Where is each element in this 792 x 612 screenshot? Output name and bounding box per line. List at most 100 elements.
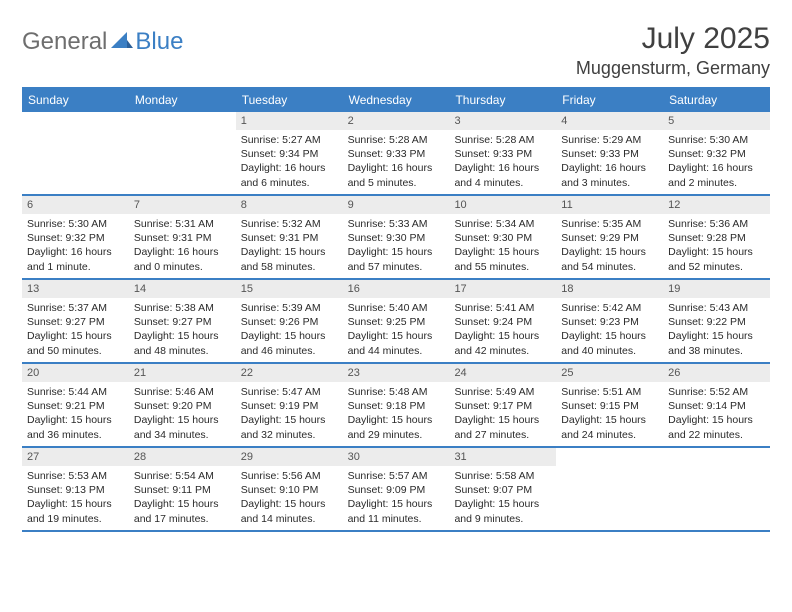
- day-number: 23: [343, 364, 450, 382]
- day-number: 17: [449, 280, 556, 298]
- day-details: Sunrise: 5:34 AMSunset: 9:30 PMDaylight:…: [449, 214, 556, 278]
- calendar-cell: 29Sunrise: 5:56 AMSunset: 9:10 PMDayligh…: [236, 448, 343, 530]
- day-details: Sunrise: 5:57 AMSunset: 9:09 PMDaylight:…: [343, 466, 450, 530]
- day-number: 14: [129, 280, 236, 298]
- calendar-row: 27Sunrise: 5:53 AMSunset: 9:13 PMDayligh…: [22, 448, 770, 532]
- calendar-cell: 1Sunrise: 5:27 AMSunset: 9:34 PMDaylight…: [236, 112, 343, 194]
- day-details: Sunrise: 5:56 AMSunset: 9:10 PMDaylight:…: [236, 466, 343, 530]
- calendar-cell: 4Sunrise: 5:29 AMSunset: 9:33 PMDaylight…: [556, 112, 663, 194]
- day-number: 5: [663, 112, 770, 130]
- header: General Blue July 2025 Muggensturm, Germ…: [22, 22, 770, 79]
- logo-sail-icon: [111, 30, 133, 55]
- day-details: Sunrise: 5:31 AMSunset: 9:31 PMDaylight:…: [129, 214, 236, 278]
- day-number: 9: [343, 196, 450, 214]
- day-number: 20: [22, 364, 129, 382]
- calendar-cell: 15Sunrise: 5:39 AMSunset: 9:26 PMDayligh…: [236, 280, 343, 362]
- day-details: Sunrise: 5:30 AMSunset: 9:32 PMDaylight:…: [663, 130, 770, 194]
- day-details: Sunrise: 5:49 AMSunset: 9:17 PMDaylight:…: [449, 382, 556, 446]
- calendar-cell: 9Sunrise: 5:33 AMSunset: 9:30 PMDaylight…: [343, 196, 450, 278]
- calendar-cell: 12Sunrise: 5:36 AMSunset: 9:28 PMDayligh…: [663, 196, 770, 278]
- day-details: Sunrise: 5:41 AMSunset: 9:24 PMDaylight:…: [449, 298, 556, 362]
- title-block: July 2025 Muggensturm, Germany: [576, 22, 770, 79]
- calendar-cell: 13Sunrise: 5:37 AMSunset: 9:27 PMDayligh…: [22, 280, 129, 362]
- day-details: Sunrise: 5:33 AMSunset: 9:30 PMDaylight:…: [343, 214, 450, 278]
- calendar-cell: 19Sunrise: 5:43 AMSunset: 9:22 PMDayligh…: [663, 280, 770, 362]
- day-details: Sunrise: 5:52 AMSunset: 9:14 PMDaylight:…: [663, 382, 770, 446]
- logo-part2: Blue: [135, 28, 183, 56]
- calendar-cell: 11Sunrise: 5:35 AMSunset: 9:29 PMDayligh…: [556, 196, 663, 278]
- calendar-cell: 5Sunrise: 5:30 AMSunset: 9:32 PMDaylight…: [663, 112, 770, 194]
- calendar-cell: 3Sunrise: 5:28 AMSunset: 9:33 PMDaylight…: [449, 112, 556, 194]
- day-number: 3: [449, 112, 556, 130]
- day-details: Sunrise: 5:44 AMSunset: 9:21 PMDaylight:…: [22, 382, 129, 446]
- day-number: 19: [663, 280, 770, 298]
- calendar-cell: 10Sunrise: 5:34 AMSunset: 9:30 PMDayligh…: [449, 196, 556, 278]
- calendar-cell: 21Sunrise: 5:46 AMSunset: 9:20 PMDayligh…: [129, 364, 236, 446]
- calendar-row: 13Sunrise: 5:37 AMSunset: 9:27 PMDayligh…: [22, 280, 770, 364]
- page-title: July 2025: [576, 22, 770, 56]
- calendar-cell: 25Sunrise: 5:51 AMSunset: 9:15 PMDayligh…: [556, 364, 663, 446]
- day-details: Sunrise: 5:39 AMSunset: 9:26 PMDaylight:…: [236, 298, 343, 362]
- weekday-monday: Monday: [129, 89, 236, 112]
- day-details: Sunrise: 5:30 AMSunset: 9:32 PMDaylight:…: [22, 214, 129, 278]
- calendar-cell: [22, 112, 129, 194]
- calendar-cell: 28Sunrise: 5:54 AMSunset: 9:11 PMDayligh…: [129, 448, 236, 530]
- logo-part1: General: [22, 28, 107, 56]
- calendar-cell: 16Sunrise: 5:40 AMSunset: 9:25 PMDayligh…: [343, 280, 450, 362]
- calendar-cell: [556, 448, 663, 530]
- calendar-cell: 31Sunrise: 5:58 AMSunset: 9:07 PMDayligh…: [449, 448, 556, 530]
- day-number: 1: [236, 112, 343, 130]
- day-details: Sunrise: 5:35 AMSunset: 9:29 PMDaylight:…: [556, 214, 663, 278]
- calendar-weekday-header: Sunday Monday Tuesday Wednesday Thursday…: [22, 89, 770, 112]
- day-details: Sunrise: 5:43 AMSunset: 9:22 PMDaylight:…: [663, 298, 770, 362]
- day-number: 10: [449, 196, 556, 214]
- day-details: Sunrise: 5:37 AMSunset: 9:27 PMDaylight:…: [22, 298, 129, 362]
- location-label: Muggensturm, Germany: [576, 58, 770, 79]
- day-number: 2: [343, 112, 450, 130]
- day-details: Sunrise: 5:36 AMSunset: 9:28 PMDaylight:…: [663, 214, 770, 278]
- day-number: 27: [22, 448, 129, 466]
- weekday-wednesday: Wednesday: [343, 89, 450, 112]
- day-details: Sunrise: 5:53 AMSunset: 9:13 PMDaylight:…: [22, 466, 129, 530]
- day-details: Sunrise: 5:27 AMSunset: 9:34 PMDaylight:…: [236, 130, 343, 194]
- weekday-thursday: Thursday: [449, 89, 556, 112]
- day-number: 28: [129, 448, 236, 466]
- calendar-row: 6Sunrise: 5:30 AMSunset: 9:32 PMDaylight…: [22, 196, 770, 280]
- calendar-cell: 27Sunrise: 5:53 AMSunset: 9:13 PMDayligh…: [22, 448, 129, 530]
- day-number: 25: [556, 364, 663, 382]
- calendar-cell: 24Sunrise: 5:49 AMSunset: 9:17 PMDayligh…: [449, 364, 556, 446]
- day-number: 7: [129, 196, 236, 214]
- weekday-sunday: Sunday: [22, 89, 129, 112]
- weekday-saturday: Saturday: [663, 89, 770, 112]
- day-number: 18: [556, 280, 663, 298]
- calendar-cell: 6Sunrise: 5:30 AMSunset: 9:32 PMDaylight…: [22, 196, 129, 278]
- day-details: Sunrise: 5:58 AMSunset: 9:07 PMDaylight:…: [449, 466, 556, 530]
- day-number: 11: [556, 196, 663, 214]
- calendar-cell: 17Sunrise: 5:41 AMSunset: 9:24 PMDayligh…: [449, 280, 556, 362]
- calendar-row: 1Sunrise: 5:27 AMSunset: 9:34 PMDaylight…: [22, 112, 770, 196]
- day-details: Sunrise: 5:38 AMSunset: 9:27 PMDaylight:…: [129, 298, 236, 362]
- day-number: 13: [22, 280, 129, 298]
- day-details: Sunrise: 5:29 AMSunset: 9:33 PMDaylight:…: [556, 130, 663, 194]
- calendar-cell: 20Sunrise: 5:44 AMSunset: 9:21 PMDayligh…: [22, 364, 129, 446]
- day-number: 22: [236, 364, 343, 382]
- day-number: 30: [343, 448, 450, 466]
- day-number: 8: [236, 196, 343, 214]
- day-details: Sunrise: 5:28 AMSunset: 9:33 PMDaylight:…: [449, 130, 556, 194]
- calendar-cell: 14Sunrise: 5:38 AMSunset: 9:27 PMDayligh…: [129, 280, 236, 362]
- day-details: Sunrise: 5:42 AMSunset: 9:23 PMDaylight:…: [556, 298, 663, 362]
- calendar-cell: 22Sunrise: 5:47 AMSunset: 9:19 PMDayligh…: [236, 364, 343, 446]
- logo: General Blue: [22, 22, 183, 56]
- day-details: Sunrise: 5:46 AMSunset: 9:20 PMDaylight:…: [129, 382, 236, 446]
- calendar-cell: 23Sunrise: 5:48 AMSunset: 9:18 PMDayligh…: [343, 364, 450, 446]
- day-details: Sunrise: 5:54 AMSunset: 9:11 PMDaylight:…: [129, 466, 236, 530]
- day-details: Sunrise: 5:32 AMSunset: 9:31 PMDaylight:…: [236, 214, 343, 278]
- calendar: Sunday Monday Tuesday Wednesday Thursday…: [22, 87, 770, 532]
- day-details: Sunrise: 5:48 AMSunset: 9:18 PMDaylight:…: [343, 382, 450, 446]
- day-number: 21: [129, 364, 236, 382]
- calendar-cell: 30Sunrise: 5:57 AMSunset: 9:09 PMDayligh…: [343, 448, 450, 530]
- calendar-cell: 26Sunrise: 5:52 AMSunset: 9:14 PMDayligh…: [663, 364, 770, 446]
- day-details: Sunrise: 5:28 AMSunset: 9:33 PMDaylight:…: [343, 130, 450, 194]
- calendar-cell: [129, 112, 236, 194]
- day-details: Sunrise: 5:51 AMSunset: 9:15 PMDaylight:…: [556, 382, 663, 446]
